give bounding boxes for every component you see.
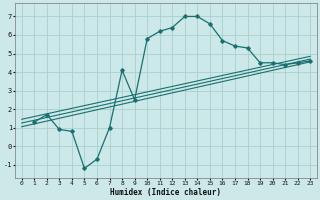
- X-axis label: Humidex (Indice chaleur): Humidex (Indice chaleur): [110, 188, 221, 197]
